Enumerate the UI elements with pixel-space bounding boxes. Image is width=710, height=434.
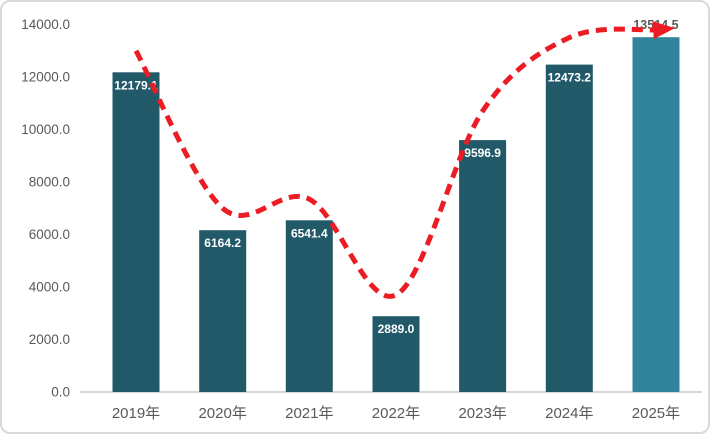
bar <box>545 64 593 392</box>
x-axis-category-label: 2025年 <box>632 405 680 422</box>
bar <box>632 37 680 392</box>
bar-value-label: 12473.2 <box>548 71 592 85</box>
y-axis-tick-label: 6000.0 <box>29 227 70 242</box>
bar-value-label: 6541.4 <box>291 226 328 240</box>
trend-line <box>133 21 675 299</box>
x-axis-category-label: 2024年 <box>545 405 593 422</box>
x-axis-category-label: 2020年 <box>198 405 246 422</box>
bar-value-label: 9596.9 <box>464 146 501 160</box>
x-axis-category-label: 2021年 <box>285 405 333 422</box>
y-axis-tick-label: 0.0 <box>51 385 70 400</box>
bar-value-label: 2889.0 <box>378 322 415 336</box>
y-axis-tick-label: 12000.0 <box>21 70 70 85</box>
x-axis-category-label: 2022年 <box>372 405 420 422</box>
y-axis-tick-label: 4000.0 <box>29 280 70 295</box>
bar-value-label: 6164.2 <box>204 236 241 250</box>
y-axis-tick-label: 2000.0 <box>29 332 70 347</box>
y-axis-tick-label: 14000.0 <box>21 17 70 32</box>
bar <box>285 220 333 392</box>
x-axis-category-label: 2023年 <box>458 405 506 422</box>
bar <box>459 140 507 392</box>
x-axis-category-label: 2019年 <box>112 405 160 422</box>
y-axis-tick-label: 8000.0 <box>29 175 70 190</box>
bar-value-label: 12179.1 <box>114 78 158 92</box>
y-axis-tick-label: 10000.0 <box>21 122 70 137</box>
bar <box>199 230 247 392</box>
bar <box>372 316 420 392</box>
bar <box>112 72 160 393</box>
